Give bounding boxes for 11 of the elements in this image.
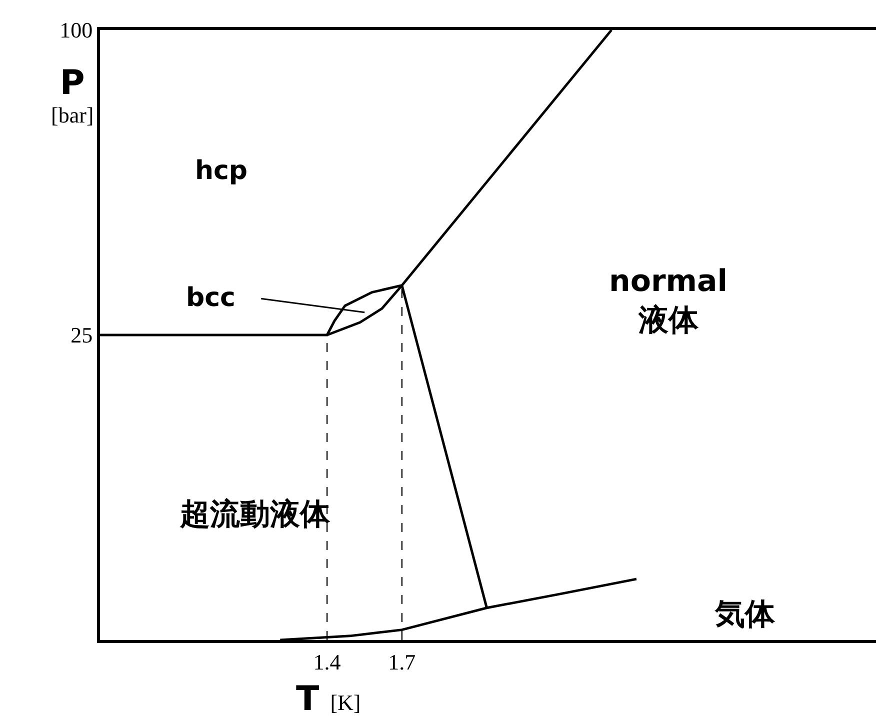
y-axis-title: P [bar] [51, 63, 94, 128]
y-tick-label: 25 [70, 322, 93, 348]
annotation: 気体 [714, 597, 776, 632]
y-tick-label: 100 [60, 18, 93, 43]
x-tick-label: 1.7 [388, 649, 416, 674]
annotation: bcc [186, 283, 236, 313]
x-axis-title: T [K] [296, 679, 361, 719]
annotation: hcp [195, 156, 248, 186]
annotation: 超流動液体 [179, 497, 331, 532]
x-tick-label: 1.4 [313, 649, 341, 674]
annotation: normal 液体 [609, 264, 728, 338]
